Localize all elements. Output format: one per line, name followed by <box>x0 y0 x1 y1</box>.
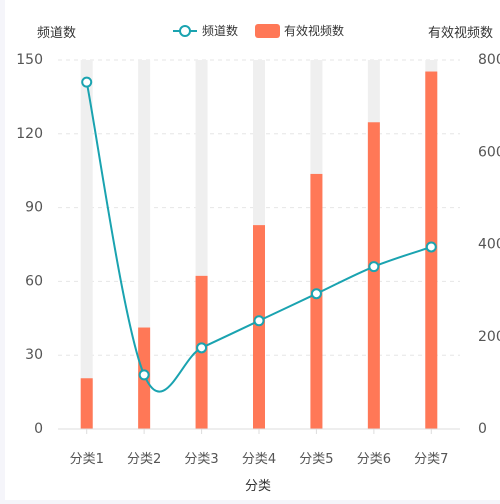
left-y-tick-labels: 0 30 60 90 120 150 <box>16 52 43 437</box>
line-point[interactable] <box>196 342 208 354</box>
x-axis-title: 分类 <box>245 479 271 494</box>
line-point[interactable] <box>138 369 150 381</box>
legend-bar-label: 有效视频数 <box>284 23 344 38</box>
legend-bar-swatch <box>255 24 280 38</box>
x-tick-label: 分类1 <box>70 452 104 467</box>
x-tick-label: 分类3 <box>184 452 218 467</box>
line-path <box>85 81 432 393</box>
right-y-tick-label: 200 <box>478 329 500 345</box>
left-y-tick-label: 60 <box>25 273 43 289</box>
bar[interactable] <box>80 378 93 429</box>
x-tick-label: 分类2 <box>127 452 161 467</box>
left-y-tick-label: 30 <box>25 347 43 363</box>
legend-item-line[interactable]: 频道数 <box>173 23 238 38</box>
right-y-tick-label: 0 <box>478 421 487 437</box>
left-y-axis-title: 频道数 <box>37 26 76 41</box>
x-tick-label: 分类7 <box>414 452 448 467</box>
line-point[interactable] <box>310 288 322 300</box>
chart-card: 0 30 60 90 120 150 0 200 400 600 800 分类1 分类2 分类3 分类4… <box>5 0 500 500</box>
left-y-tick-label: 150 <box>16 52 43 68</box>
right-y-axis-title: 有效视频数 <box>428 26 493 41</box>
line-points <box>81 76 437 381</box>
x-tick-labels: 分类1 分类2 分类3 分类4 分类5 分类6 分类7 <box>70 429 448 467</box>
bar[interactable] <box>310 173 323 429</box>
legend-line-label: 频道数 <box>202 23 238 38</box>
line-point[interactable] <box>81 76 93 88</box>
legend: 频道数 有效视频数 <box>173 23 344 38</box>
legend-line-marker <box>179 25 191 37</box>
bar-background <box>80 60 93 429</box>
x-tick-label: 分类5 <box>299 452 333 467</box>
right-y-tick-label: 400 <box>478 237 500 253</box>
bar[interactable] <box>367 122 380 430</box>
combo-chart: 0 30 60 90 120 150 0 200 400 600 800 分类1 分类2 分类3 分类4… <box>16 23 500 494</box>
x-tick-label: 分类4 <box>242 452 276 467</box>
left-y-tick-label: 0 <box>34 421 43 437</box>
left-y-tick-label: 90 <box>25 200 43 216</box>
left-y-tick-label: 120 <box>16 126 43 142</box>
legend-item-bar[interactable]: 有效视频数 <box>255 23 344 38</box>
right-y-tick-label: 600 <box>478 144 500 160</box>
line-point[interactable] <box>368 261 380 273</box>
line-point[interactable] <box>425 241 437 253</box>
x-tick-label: 分类6 <box>357 452 391 467</box>
bar[interactable] <box>253 225 265 429</box>
line-series <box>85 81 432 393</box>
line-point[interactable] <box>253 315 265 327</box>
right-y-tick-labels: 0 200 400 600 800 <box>478 52 500 437</box>
right-y-tick-label: 800 <box>478 52 500 68</box>
bar-series <box>80 71 438 430</box>
